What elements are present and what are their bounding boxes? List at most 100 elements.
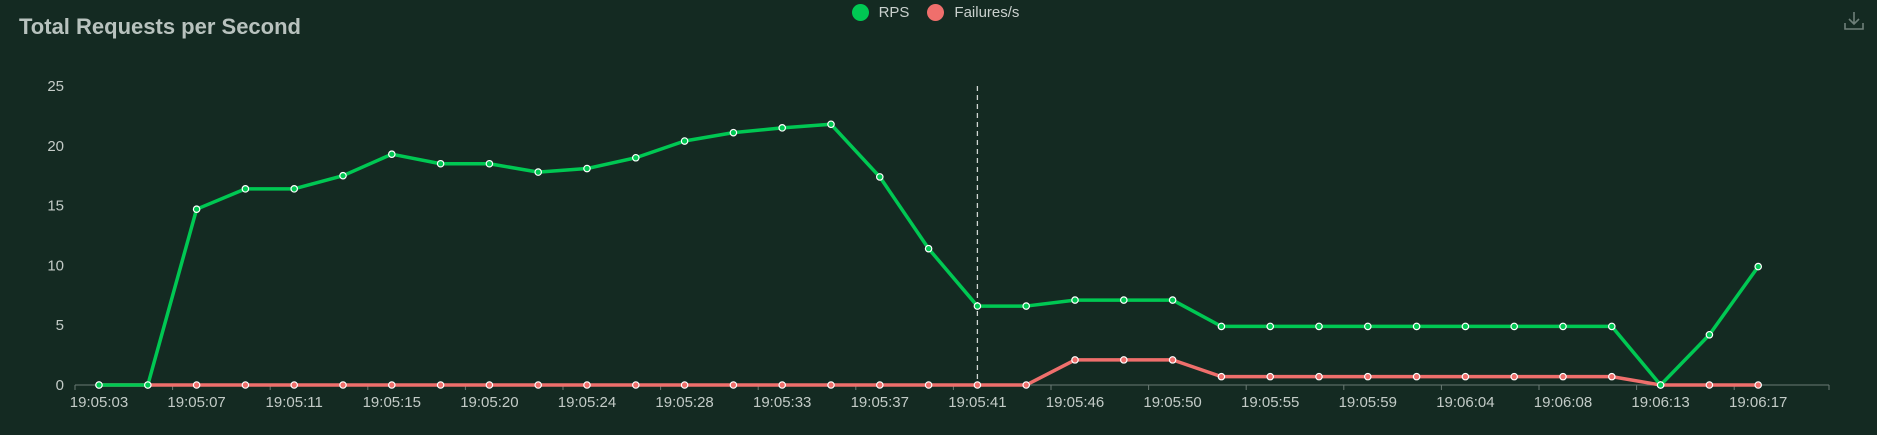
y-tick-label: 25 bbox=[47, 78, 64, 95]
x-tick-label: 19:05:15 bbox=[363, 394, 421, 411]
data-point-rps bbox=[192, 205, 201, 213]
x-tick-label: 19:05:03 bbox=[70, 394, 128, 411]
data-point-rps bbox=[631, 153, 640, 162]
data-point-failures bbox=[339, 381, 347, 389]
series-line-rps bbox=[99, 122, 1760, 387]
x-tick-label: 19:06:13 bbox=[1631, 394, 1689, 411]
data-point-rps bbox=[1217, 322, 1226, 331]
data-point-failures bbox=[973, 381, 982, 389]
data-point-rps bbox=[680, 137, 689, 145]
data-point-failures bbox=[1754, 381, 1763, 389]
data-point-failures bbox=[680, 381, 689, 389]
data-point-rps bbox=[1315, 322, 1323, 331]
data-point-failures bbox=[778, 381, 787, 389]
data-point-failures bbox=[1559, 372, 1567, 381]
x-tick-label: 19:05:41 bbox=[948, 394, 1006, 411]
x-tick-label: 19:05:46 bbox=[1046, 394, 1104, 411]
x-tick-label: 19:05:20 bbox=[460, 394, 518, 411]
data-point-failures bbox=[1266, 372, 1275, 381]
data-point-failures bbox=[1608, 372, 1616, 381]
data-point-rps bbox=[534, 168, 543, 176]
x-tick-label: 19:06:04 bbox=[1436, 394, 1494, 411]
data-point-failures bbox=[1705, 381, 1714, 389]
chart-title: Total Requests per Second bbox=[19, 14, 301, 39]
data-point-rps bbox=[1608, 322, 1616, 331]
data-point-rps bbox=[1510, 322, 1519, 331]
data-point-rps bbox=[95, 381, 103, 389]
x-tick-label: 19:05:28 bbox=[655, 394, 713, 411]
data-point-rps bbox=[241, 185, 250, 193]
legend-label-failures: Failures/s bbox=[954, 4, 1020, 21]
data-point-rps bbox=[1412, 322, 1421, 331]
data-point-rps bbox=[1461, 322, 1470, 331]
data-point-rps bbox=[1754, 262, 1763, 271]
data-point-failures bbox=[729, 381, 738, 389]
download-icon[interactable] bbox=[1843, 10, 1865, 37]
legend-label-rps: RPS bbox=[878, 4, 910, 21]
data-point-failures bbox=[1364, 372, 1372, 381]
data-point-rps bbox=[1071, 296, 1079, 304]
x-tick-label: 19:05:33 bbox=[753, 394, 811, 411]
data-point-rps bbox=[387, 150, 396, 158]
legend-item-failures[interactable]: Failures/s bbox=[927, 4, 1019, 21]
data-point-failures bbox=[1217, 372, 1226, 381]
data-point-rps bbox=[1266, 322, 1275, 331]
data-point-failures bbox=[1071, 356, 1079, 364]
data-point-rps bbox=[973, 302, 982, 310]
x-tick-label: 19:05:55 bbox=[1241, 394, 1299, 411]
data-point-rps bbox=[1022, 302, 1030, 310]
data-point-failures bbox=[387, 381, 396, 389]
data-point-failures bbox=[290, 381, 299, 389]
data-point-failures bbox=[827, 381, 835, 389]
data-point-rps bbox=[778, 124, 787, 132]
data-point-rps bbox=[1168, 296, 1177, 304]
legend-swatch-rps bbox=[851, 4, 869, 21]
data-point-rps bbox=[583, 164, 591, 173]
data-point-failures bbox=[1315, 372, 1323, 381]
x-tick-label: 19:05:50 bbox=[1143, 394, 1201, 411]
data-point-rps bbox=[290, 185, 299, 193]
data-point-rps bbox=[485, 159, 494, 168]
data-point-rps bbox=[827, 120, 835, 129]
y-tick-label: 10 bbox=[47, 257, 64, 274]
data-point-failures bbox=[534, 381, 543, 389]
data-point-failures bbox=[583, 381, 591, 389]
data-point-failures bbox=[485, 381, 494, 389]
data-point-rps bbox=[1705, 330, 1714, 339]
data-point-failures bbox=[875, 381, 884, 389]
data-point-failures bbox=[924, 381, 933, 389]
y-tick-label: 5 bbox=[56, 317, 64, 334]
y-tick-label: 0 bbox=[56, 377, 64, 394]
data-point-failures bbox=[1412, 372, 1421, 381]
x-tick-label: 19:05:24 bbox=[558, 394, 616, 411]
data-point-rps bbox=[1656, 381, 1665, 389]
y-tick-label: 15 bbox=[47, 198, 64, 215]
data-point-failures bbox=[631, 381, 640, 389]
data-point-failures bbox=[1022, 381, 1030, 389]
y-tick-label: 20 bbox=[47, 138, 64, 155]
data-point-rps bbox=[339, 171, 347, 180]
x-tick-label: 19:05:07 bbox=[167, 394, 225, 411]
data-point-failures bbox=[1461, 372, 1470, 381]
data-point-rps bbox=[1364, 322, 1372, 331]
data-point-failures bbox=[436, 381, 445, 389]
data-point-rps bbox=[729, 128, 738, 137]
legend-swatch-failures bbox=[927, 4, 945, 21]
x-tick-label: 19:06:17 bbox=[1729, 394, 1787, 411]
chart-legend: RPS Failures/s bbox=[0, 4, 1877, 21]
data-point-rps bbox=[144, 381, 152, 389]
x-tick-label: 19:05:11 bbox=[266, 394, 323, 411]
x-tick-label: 19:05:37 bbox=[851, 394, 909, 411]
data-point-failures bbox=[1168, 356, 1177, 364]
x-tick-label: 19:05:59 bbox=[1339, 394, 1397, 411]
x-tick-label: 19:06:08 bbox=[1534, 394, 1592, 411]
legend-item-rps[interactable]: RPS bbox=[851, 4, 910, 21]
data-point-failures bbox=[192, 381, 201, 389]
data-point-rps bbox=[436, 159, 445, 168]
data-point-rps bbox=[1120, 296, 1128, 304]
data-point-failures bbox=[1510, 372, 1519, 381]
data-point-rps bbox=[875, 173, 884, 181]
data-point-rps bbox=[1559, 322, 1567, 331]
data-point-rps bbox=[924, 244, 933, 253]
